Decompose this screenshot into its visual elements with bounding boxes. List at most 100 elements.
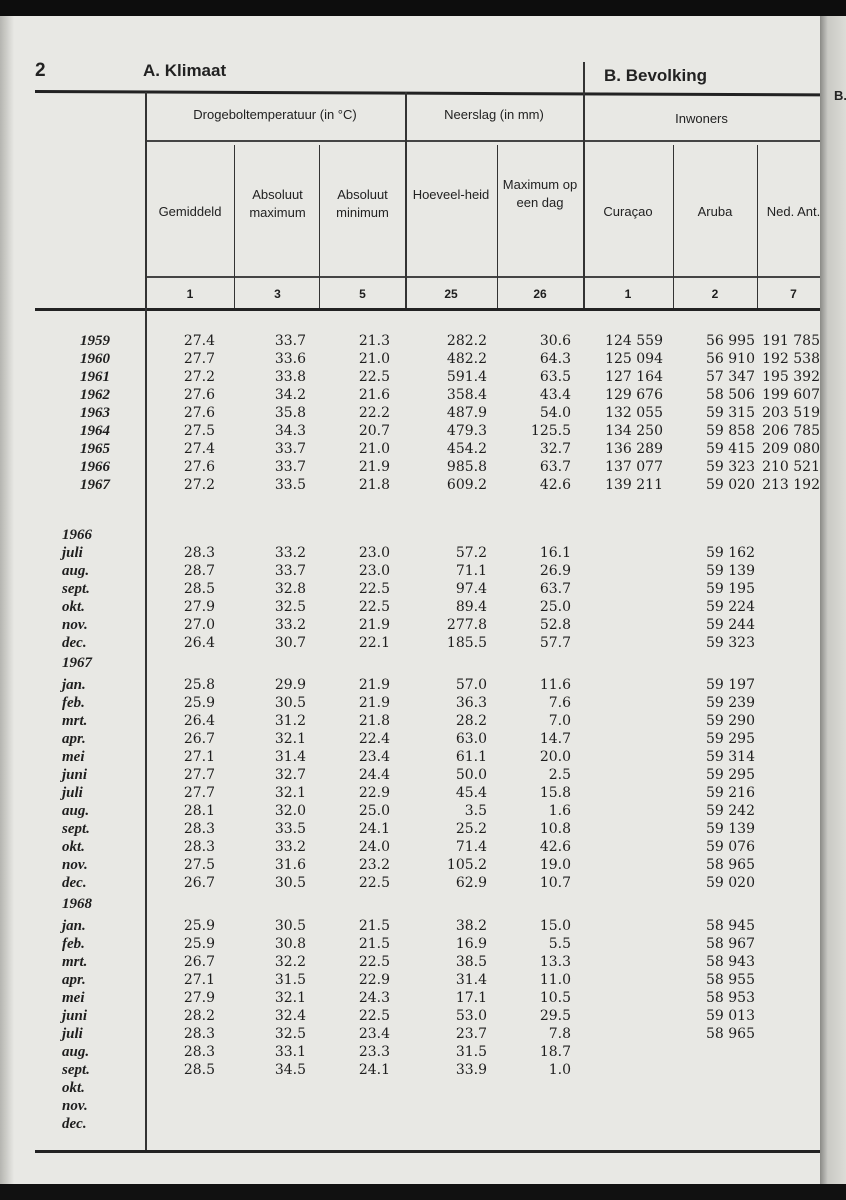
cell: 13.3	[539, 954, 571, 970]
cell: 59 323	[706, 459, 755, 475]
cell: 59 290	[706, 713, 755, 729]
table-row: apr. 27.1 31.5 22.9 31.4 11.0 58 955	[0, 971, 820, 989]
cell: 591.4	[446, 369, 487, 385]
cell: 26.7	[183, 954, 215, 970]
cell: 7.0	[548, 713, 571, 729]
row-label: sept.	[62, 1062, 90, 1078]
cell: 21.3	[358, 333, 390, 349]
cell: 24.1	[358, 821, 390, 837]
cell: 124 559	[605, 333, 663, 349]
row-label: mei	[62, 990, 85, 1006]
row-label: 1961	[80, 369, 110, 385]
header-group-rule	[145, 140, 820, 142]
cell: 59 415	[706, 441, 755, 457]
table-row: dec. 26.7 30.5 22.5 62.9 10.7 59 020	[0, 874, 820, 892]
cell: 53.0	[455, 1008, 487, 1024]
cell: 23.0	[358, 545, 390, 561]
cell: 59 244	[706, 617, 755, 633]
row-label: juni	[62, 1008, 88, 1024]
cell: 59 197	[706, 677, 755, 693]
cell: 24.4	[358, 767, 390, 783]
column-header: Absoluut minimum	[336, 187, 389, 220]
cell: 71.4	[455, 839, 487, 855]
row-label: 1964	[80, 423, 110, 439]
row-label: apr.	[62, 731, 86, 747]
cell: 32.1	[274, 731, 306, 747]
cell: 14.7	[539, 731, 571, 747]
cell: 33.2	[274, 839, 306, 855]
cell: 28.7	[183, 563, 215, 579]
cell: 28.3	[183, 821, 215, 837]
row-label: juli	[62, 1026, 83, 1042]
row-label: 1959	[80, 333, 110, 349]
cell: 19.0	[539, 857, 571, 873]
cell: 21.9	[358, 695, 390, 711]
table-row: 1963 27.6 35.8 22.2 487.9 54.0 132 055 59 315 20…	[0, 404, 820, 422]
cell: 28.3	[183, 839, 215, 855]
cell: 28.5	[183, 581, 215, 597]
table-row: 1965 27.4 33.7 21.0 454.2 32.7 136 289 59 415 20…	[0, 440, 820, 458]
column-header: Gemiddeld	[158, 204, 222, 219]
col-divider	[497, 145, 498, 308]
cell: 21.9	[358, 459, 390, 475]
table-row: 1966 27.6 33.7 21.9 985.8 63.7 137 077 59 323 21…	[0, 458, 820, 476]
cell: 59 858	[706, 423, 755, 439]
cell: 59 239	[706, 695, 755, 711]
cell: 125.5	[530, 423, 571, 439]
cell: 191 785	[762, 333, 820, 349]
cell: 26.7	[183, 875, 215, 891]
cell: 22.5	[358, 369, 390, 385]
cell: 21.6	[358, 387, 390, 403]
cell: 61.1	[455, 749, 487, 765]
scan-border-bottom	[0, 1184, 846, 1200]
cell: 25.0	[358, 803, 390, 819]
cell: 32.8	[274, 581, 306, 597]
cell: 26.4	[183, 635, 215, 651]
cell: 134 250	[605, 423, 663, 439]
cell: 609.2	[446, 477, 487, 493]
cell: 59 139	[706, 563, 755, 579]
cell: 58 953	[706, 990, 755, 1006]
cell: 21.0	[358, 351, 390, 367]
cell: 28.3	[183, 1044, 215, 1060]
cell: 30.5	[274, 918, 306, 934]
cell: 59 020	[706, 875, 755, 891]
cell: 27.1	[183, 749, 215, 765]
cell: 58 955	[706, 972, 755, 988]
cell: 57.2	[455, 545, 487, 561]
column-number: 5	[359, 287, 366, 301]
row-label: sept.	[62, 581, 90, 597]
cell: 28.2	[455, 713, 487, 729]
column-header: Aruba	[697, 204, 733, 219]
cell: 22.1	[358, 635, 390, 651]
cell: 59 314	[706, 749, 755, 765]
cell: 58 943	[706, 954, 755, 970]
cell: 58 945	[706, 918, 755, 934]
page-shadow-left	[0, 16, 14, 1184]
cell: 31.4	[455, 972, 487, 988]
table-row: juli 28.3 33.2 23.0 57.2 16.1 59 162	[0, 544, 820, 562]
cell: 22.5	[358, 599, 390, 615]
group-population: Inwoners	[675, 111, 728, 126]
cell: 59 195	[706, 581, 755, 597]
row-label: nov.	[62, 617, 88, 633]
cell: 27.6	[183, 459, 215, 475]
cell: 24.0	[358, 839, 390, 855]
row-label: 1967	[80, 477, 110, 493]
cell: 277.8	[446, 617, 487, 633]
cell: 5.5	[548, 936, 571, 952]
cell: 64.3	[539, 351, 571, 367]
stub-divider	[145, 92, 147, 1150]
cell: 985.8	[446, 459, 487, 475]
cell: 32.0	[274, 803, 306, 819]
table-row: feb. 25.9 30.8 21.5 16.9 5.5 58 967	[0, 935, 820, 953]
row-label: nov.	[62, 1098, 88, 1114]
row-label: dec.	[62, 1116, 87, 1132]
column-number: 26	[533, 287, 547, 301]
group-rainfall: Neerslag (in mm)	[444, 107, 544, 122]
section-b-title: B. Bevolking	[604, 66, 707, 85]
cell: 22.4	[358, 731, 390, 747]
table-row: 1967 27.2 33.5 21.8 609.2 42.6 139 211 59 020 21…	[0, 476, 820, 494]
cell: 32.4	[274, 1008, 306, 1024]
cell: 58 965	[706, 857, 755, 873]
